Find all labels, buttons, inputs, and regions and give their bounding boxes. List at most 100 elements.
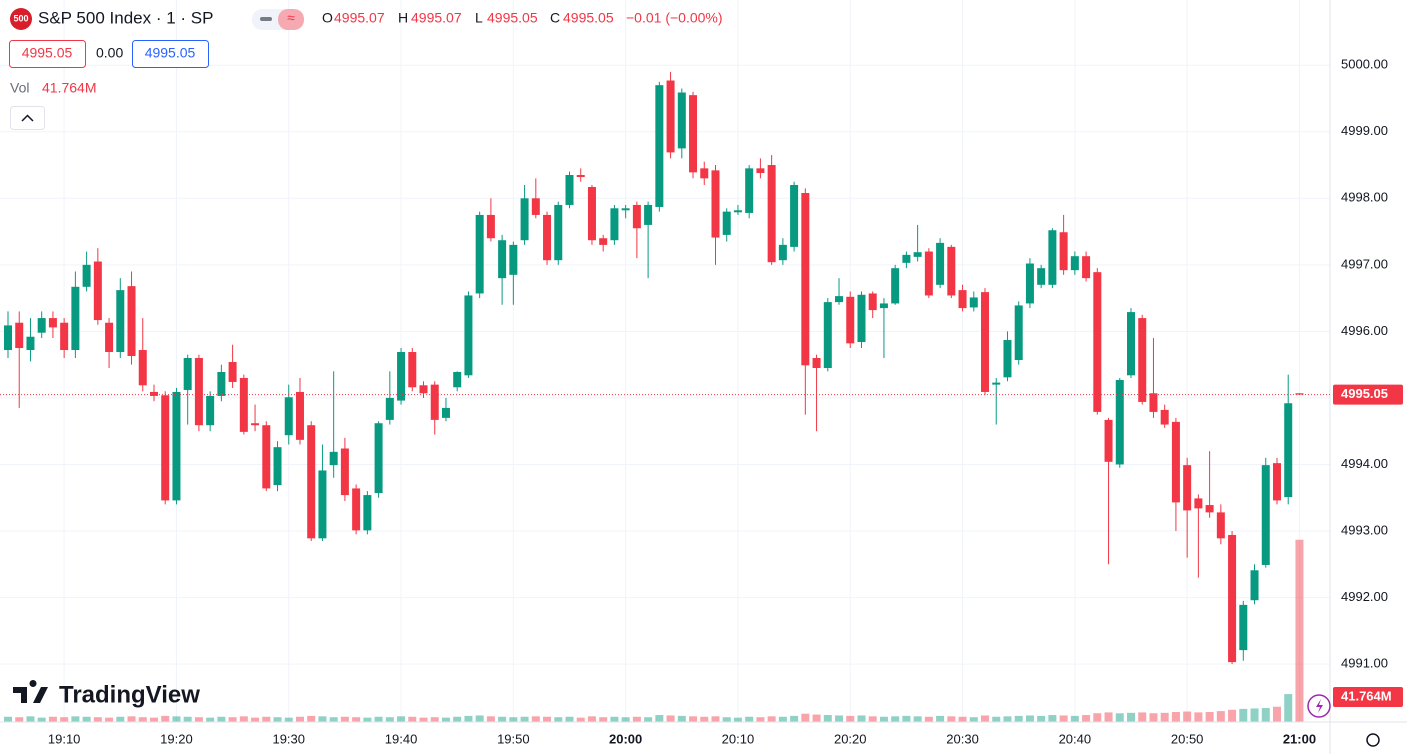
candle-body (1127, 312, 1135, 376)
candle-body (722, 211, 731, 235)
logo-text: TradingView (59, 681, 200, 708)
volume-bar (554, 717, 563, 722)
candle-body (105, 322, 114, 353)
candle-body (846, 296, 855, 344)
candle-body (677, 92, 686, 149)
volume-bar (26, 716, 35, 722)
settings-icon[interactable] (1366, 733, 1380, 747)
volume-bar (228, 717, 237, 722)
volume-bar (329, 717, 338, 722)
volume-bar (632, 716, 641, 722)
candle-body (464, 295, 473, 376)
candle-body (554, 204, 563, 261)
c-label: C (550, 10, 560, 26)
candle-body (969, 297, 978, 308)
volume-bar (1003, 716, 1012, 722)
candle-body (172, 391, 181, 501)
candle-body (318, 470, 327, 539)
volume-bar (1295, 539, 1304, 722)
candle-body (149, 391, 158, 396)
volume-bar (868, 716, 877, 722)
volume-bar (913, 716, 922, 722)
candle-body (644, 204, 653, 225)
candle-body (385, 397, 394, 420)
volume-bar (565, 716, 574, 722)
volume-bar (307, 715, 316, 722)
candle-body (1093, 272, 1102, 412)
volume-bar (621, 717, 630, 722)
volume-bar (1059, 715, 1068, 722)
volume-bar (835, 715, 844, 722)
candle-body (1171, 421, 1180, 503)
x-tick-label: 20:10 (722, 731, 755, 746)
candle-body (1183, 465, 1192, 511)
volume-bar (161, 715, 170, 722)
candle-body (453, 371, 462, 388)
candle-body (902, 254, 911, 263)
candles (4, 71, 1304, 665)
vol-label: Vol (10, 80, 29, 96)
candle-body (947, 246, 956, 296)
volume-bar (4, 716, 12, 722)
candle-body (363, 495, 372, 531)
candle-body (924, 251, 933, 296)
symbol-badge[interactable] (10, 8, 32, 30)
volume-bar (352, 717, 361, 722)
spread: 0.00 (96, 45, 123, 61)
volume-bar (408, 716, 417, 722)
volume-bar (756, 717, 765, 722)
volume-bar (1250, 708, 1259, 722)
volume-bar (262, 716, 271, 722)
candle-body (655, 85, 664, 207)
candle-body (936, 242, 945, 285)
toggle-wave: ≈ (287, 10, 295, 26)
volume-bar (879, 716, 888, 722)
candle-body (868, 293, 877, 311)
candle-body (15, 322, 24, 349)
volume-bar (576, 717, 585, 722)
last-price-label: 4995.05 (1341, 386, 1388, 401)
volume-bar (509, 717, 518, 722)
candle-body (1070, 256, 1079, 271)
collapse-button[interactable] (10, 106, 45, 130)
x-tick-label: 20:20 (834, 731, 867, 746)
volume-bar (1014, 715, 1023, 722)
candle-body (1014, 305, 1023, 361)
candle-body (60, 322, 69, 351)
symbol-title[interactable]: S&P 500 Index · 1 · SP (38, 8, 213, 27)
l-label: L (475, 10, 483, 26)
candle-body (958, 290, 967, 309)
candle-body (857, 294, 866, 343)
x-tick-label: 19:50 (497, 731, 530, 746)
o-value: 4995.07 (334, 10, 385, 26)
bid-box[interactable] (9, 40, 86, 68)
candle-body (4, 325, 12, 351)
y-tick-label: 4994.00 (1341, 456, 1388, 471)
volume-bar (486, 716, 495, 722)
volume-bar (924, 716, 933, 722)
candle-body (823, 302, 832, 368)
volume-bar (464, 715, 473, 722)
toggle-active[interactable] (278, 9, 304, 30)
candle-body (756, 168, 765, 174)
candle-body (352, 488, 361, 531)
volume-bar (767, 716, 776, 722)
volume-bar (374, 716, 383, 722)
candle-body (1194, 498, 1203, 509)
x-tick-label: 19:20 (160, 731, 193, 746)
volume-bar (340, 716, 349, 722)
candle-body (48, 318, 57, 328)
volume-bar (183, 716, 192, 722)
x-tick-label: 20:30 (946, 731, 979, 746)
candle-body (1115, 379, 1124, 465)
volume-bar (857, 715, 866, 722)
candle-body (891, 268, 900, 304)
x-tick-label: 19:10 (48, 731, 81, 746)
candle-body (711, 170, 720, 238)
volume-bar (1093, 713, 1102, 722)
x-tick-label: 19:30 (272, 731, 305, 746)
volume-bar (745, 716, 754, 722)
volume-bar (1272, 706, 1281, 722)
candle-body (329, 451, 338, 466)
ask-box[interactable] (132, 40, 209, 68)
